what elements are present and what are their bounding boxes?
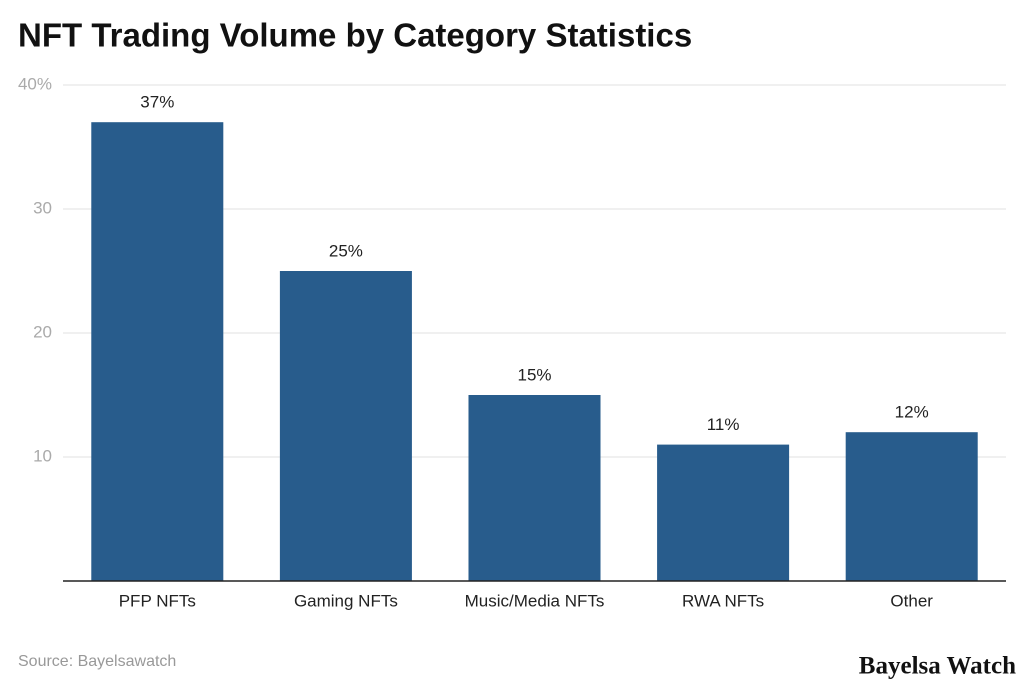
value-label: 12% [895, 403, 929, 422]
y-tick-label: 20 [33, 322, 52, 341]
x-tick-label: Other [890, 591, 933, 610]
bar [279, 271, 412, 581]
y-tick-label: 40% [18, 74, 52, 93]
x-tick-label: Music/Media NFTs [465, 591, 605, 610]
bar [468, 395, 601, 581]
value-label: 11% [707, 415, 740, 434]
value-label: 25% [329, 241, 363, 260]
chart-title: NFT Trading Volume by Category Statistic… [18, 17, 692, 54]
y-tick-label: 10 [33, 446, 52, 465]
brand-logo: Bayelsa Watch [859, 653, 1016, 680]
y-tick-label: 30 [33, 198, 52, 217]
x-tick-label: Gaming NFTs [294, 591, 398, 610]
bar [657, 444, 790, 581]
x-tick-label: PFP NFTs [119, 591, 196, 610]
bar [91, 122, 224, 581]
source: Source: Bayelsawatch [18, 653, 176, 670]
x-tick-label: RWA NFTs [682, 591, 764, 610]
value-label: 15% [517, 365, 551, 384]
bar [845, 432, 978, 581]
value-label: 37% [140, 93, 174, 112]
